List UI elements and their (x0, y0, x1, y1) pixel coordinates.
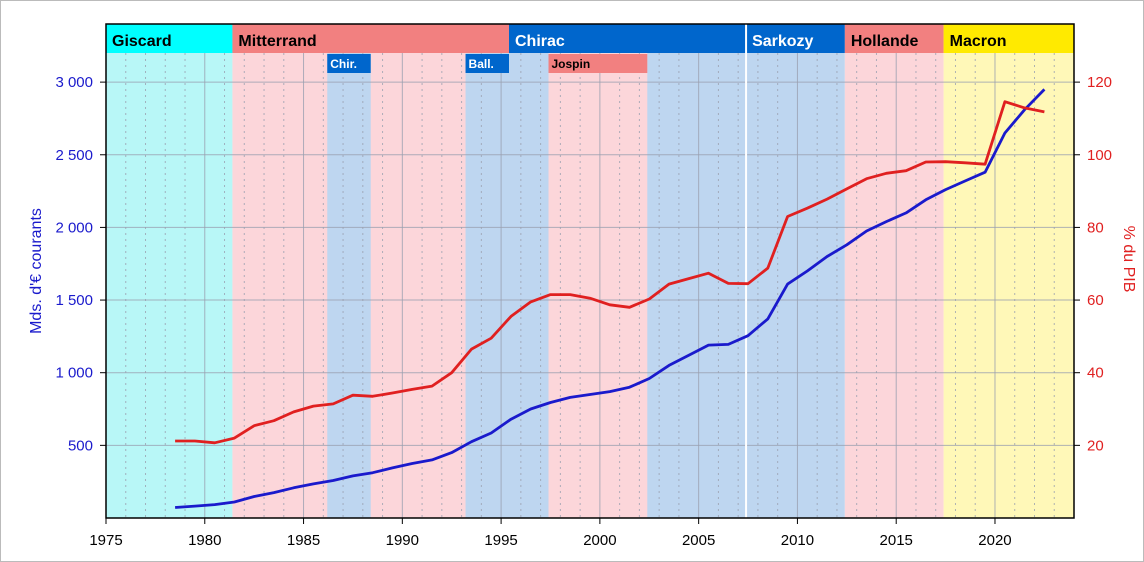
presidency-bg-sarkozy (746, 24, 845, 518)
x-tick-label-1975: 1975 (89, 532, 122, 549)
presidency-bg-macron (943, 24, 1074, 518)
presidency-band-hollande (844, 24, 944, 53)
presidency-band-chirac (509, 24, 747, 53)
x-tick-label-2010: 2010 (781, 532, 814, 549)
x-tick-label-1995: 1995 (484, 532, 517, 549)
presidency-bg-giscard (106, 24, 233, 518)
cohabitation-bg-ball (465, 24, 510, 518)
cohabitation-bg-chir (327, 24, 371, 518)
presidency-band-macron (943, 24, 1074, 53)
x-tick-label-1985: 1985 (287, 532, 320, 549)
x-tick-label-2005: 2005 (682, 532, 715, 549)
y-right-tick-label-100: 100 (1087, 147, 1112, 164)
presidency-bg-mitterrand (232, 24, 510, 518)
cohabitation-bg-jospin (548, 24, 648, 518)
cohabitation-label-jospin: Jospin (552, 57, 591, 71)
x-tick-label-2020: 2020 (978, 532, 1011, 549)
y-left-tick-label-3000: 3 000 (55, 74, 93, 91)
y-right-tick-label-20: 20 (1087, 437, 1104, 454)
cohabitation-band-jospin (548, 54, 648, 73)
y-left-tick-label-500: 500 (68, 437, 93, 454)
y-axis-label-right: % du PIB (1120, 226, 1137, 293)
presidency-label-chirac: Chirac (515, 33, 565, 50)
x-tick-label-2015: 2015 (880, 532, 913, 549)
presidency-band-giscard (106, 24, 233, 53)
y-left-tick-label-1500: 1 500 (55, 292, 93, 309)
series-line-left (175, 88, 1046, 509)
presidency-label-macron: Macron (950, 33, 1007, 50)
presidency-label-hollande: Hollande (851, 33, 919, 50)
y-left-tick-label-2500: 2 500 (55, 147, 93, 164)
plot-frame (105, 23, 1075, 519)
y-right-tick-label-80: 80 (1087, 219, 1104, 236)
presidency-label-mitterrand: Mitterrand (238, 33, 316, 50)
series-line-right (175, 100, 1045, 445)
y-right-tick-label-120: 120 (1087, 74, 1112, 91)
x-tick-label-2000: 2000 (583, 532, 616, 549)
cohabitation-label-ball: Ball. (469, 57, 494, 71)
y-right-tick-label-60: 60 (1087, 292, 1104, 309)
cohabitation-band-ball (465, 54, 510, 73)
presidency-label-giscard: Giscard (112, 33, 172, 50)
y-left-tick-label-1000: 1 000 (55, 365, 93, 382)
y-right-tick-label-40: 40 (1087, 365, 1104, 382)
presidency-band-sarkozy (746, 24, 845, 53)
presidency-label-sarkozy: Sarkozy (752, 33, 813, 50)
y-left-tick-label-2000: 2 000 (55, 219, 93, 236)
presidency-band-mitterrand (232, 24, 510, 53)
y-axis-label-left: Mds. d'€ courants (28, 208, 45, 334)
x-tick-label-1990: 1990 (386, 532, 419, 549)
x-tick-label-1980: 1980 (188, 532, 221, 549)
presidency-bg-hollande (844, 24, 944, 518)
cohabitation-label-chir: Chir. (330, 57, 357, 71)
cohabitation-band-chir (327, 54, 371, 73)
